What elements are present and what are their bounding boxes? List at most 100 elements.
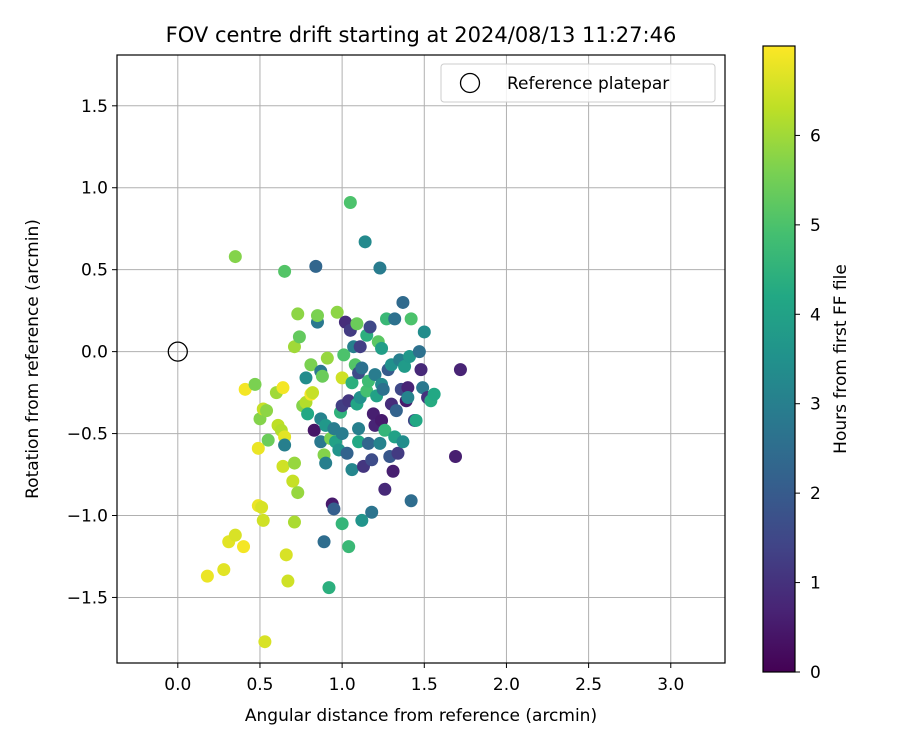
scatter-point: [306, 386, 320, 400]
y-tick-label: 1.5: [81, 97, 108, 117]
scatter-point: [345, 463, 359, 477]
scatter-point: [386, 464, 400, 478]
legend: Reference platepar: [440, 63, 716, 103]
scatter-point: [396, 295, 410, 309]
scatter-point: [427, 387, 441, 401]
y-tick-label: 0.5: [81, 261, 108, 281]
scatter-point: [301, 407, 315, 421]
x-tick-label: 1.5: [411, 675, 438, 695]
colorbar-tick-label: 1: [810, 574, 821, 594]
scatter-point: [200, 569, 214, 583]
scatter-point: [335, 371, 349, 385]
y-tick-label: 0.0: [81, 343, 108, 363]
scatter-point: [412, 345, 426, 359]
y-axis-label: Rotation from reference (arcmin): [23, 219, 43, 499]
x-tick-label: 2.5: [575, 675, 602, 695]
scatter-point: [307, 423, 321, 437]
scatter-point: [398, 359, 412, 373]
colorbar-gradient: [762, 45, 796, 673]
chart-title: FOV centre drift starting at 2024/08/13 …: [166, 23, 677, 47]
x-tick-label: 2.0: [493, 675, 520, 695]
scatter-point: [352, 422, 366, 436]
scatter-point: [404, 312, 418, 326]
scatter-point: [417, 325, 431, 339]
scatter-point: [251, 441, 265, 455]
scatter-point: [373, 436, 387, 450]
scatter-point: [279, 548, 293, 562]
scatter-point: [409, 413, 423, 427]
colorbar-tick-label: 6: [810, 126, 821, 146]
scatter-point: [276, 459, 290, 473]
scatter-point: [389, 404, 403, 418]
scatter-point: [315, 369, 329, 383]
scatter-point: [401, 391, 415, 405]
scatter-point: [314, 435, 328, 449]
scatter-point: [310, 309, 324, 323]
scatter-point: [376, 382, 390, 396]
colorbar-tick-label: 2: [810, 484, 821, 504]
scatter-point: [365, 505, 379, 519]
scatter-point: [416, 381, 430, 395]
scatter-point: [260, 404, 274, 418]
scatter-point: [342, 540, 356, 554]
scatter-point: [327, 502, 341, 516]
y-axis-ticks: −1.5 −1.0 −0.5 0.0 0.5 1.0 1.5: [67, 97, 117, 608]
scatter-point: [378, 482, 392, 496]
scatter-point: [355, 513, 369, 527]
colorbar-tick-label: 5: [810, 216, 821, 236]
scatter-point: [401, 381, 415, 395]
colorbar-tick-label: 3: [810, 395, 821, 415]
scatter-point: [309, 259, 323, 273]
scatter-point: [453, 363, 467, 377]
scatter-point: [335, 427, 349, 441]
scatter-point: [248, 377, 262, 391]
scatter-point: [449, 450, 463, 464]
scatter-point: [375, 341, 389, 355]
scatter-point: [345, 376, 359, 390]
scatter-point: [343, 195, 357, 209]
reference-marker-layer: [167, 341, 188, 362]
legend-reference-label: Reference platepar: [507, 74, 669, 94]
scatter-point: [317, 535, 331, 549]
scatter-point: [396, 435, 410, 449]
scatter-point: [363, 320, 377, 334]
scatter-point: [287, 515, 301, 529]
x-axis-label: Angular distance from reference (arcmin): [245, 706, 597, 726]
scatter-point: [286, 474, 300, 488]
scatter-point: [287, 456, 301, 470]
scatter-point: [278, 438, 292, 452]
scatter-point: [228, 528, 242, 542]
scatter-point: [388, 312, 402, 326]
scatter-point: [391, 446, 405, 460]
scatter-point: [237, 540, 251, 554]
scatter-point: [378, 423, 392, 437]
scatter-point: [291, 486, 305, 500]
scatter-point: [361, 436, 375, 450]
scatter-point: [217, 563, 231, 577]
y-tick-label: −1.0: [67, 507, 108, 527]
legend-box: [440, 63, 716, 103]
scatter-point: [375, 413, 389, 427]
scatter-point: [292, 330, 306, 344]
scatter-point: [287, 340, 301, 354]
scatter-point: [319, 456, 333, 470]
scatter-point: [404, 494, 418, 508]
scatter-point: [368, 368, 382, 382]
scatter-point: [261, 433, 275, 447]
y-tick-label: 1.0: [81, 179, 108, 199]
scatter-point: [258, 635, 272, 649]
legend-reference-marker: [459, 72, 481, 94]
scatter-point: [276, 381, 290, 395]
scatter-point: [353, 340, 367, 354]
plot-frame: [116, 54, 726, 664]
y-tick-label: −1.5: [67, 588, 108, 608]
scatter-point: [255, 500, 269, 514]
colorbar-tick-label: 0: [810, 663, 821, 683]
x-tick-label: 1.0: [329, 675, 356, 695]
scatter-point: [402, 350, 416, 364]
x-tick-label: 3.0: [657, 675, 684, 695]
scatter-point: [320, 351, 334, 365]
scatter-point: [304, 358, 318, 372]
